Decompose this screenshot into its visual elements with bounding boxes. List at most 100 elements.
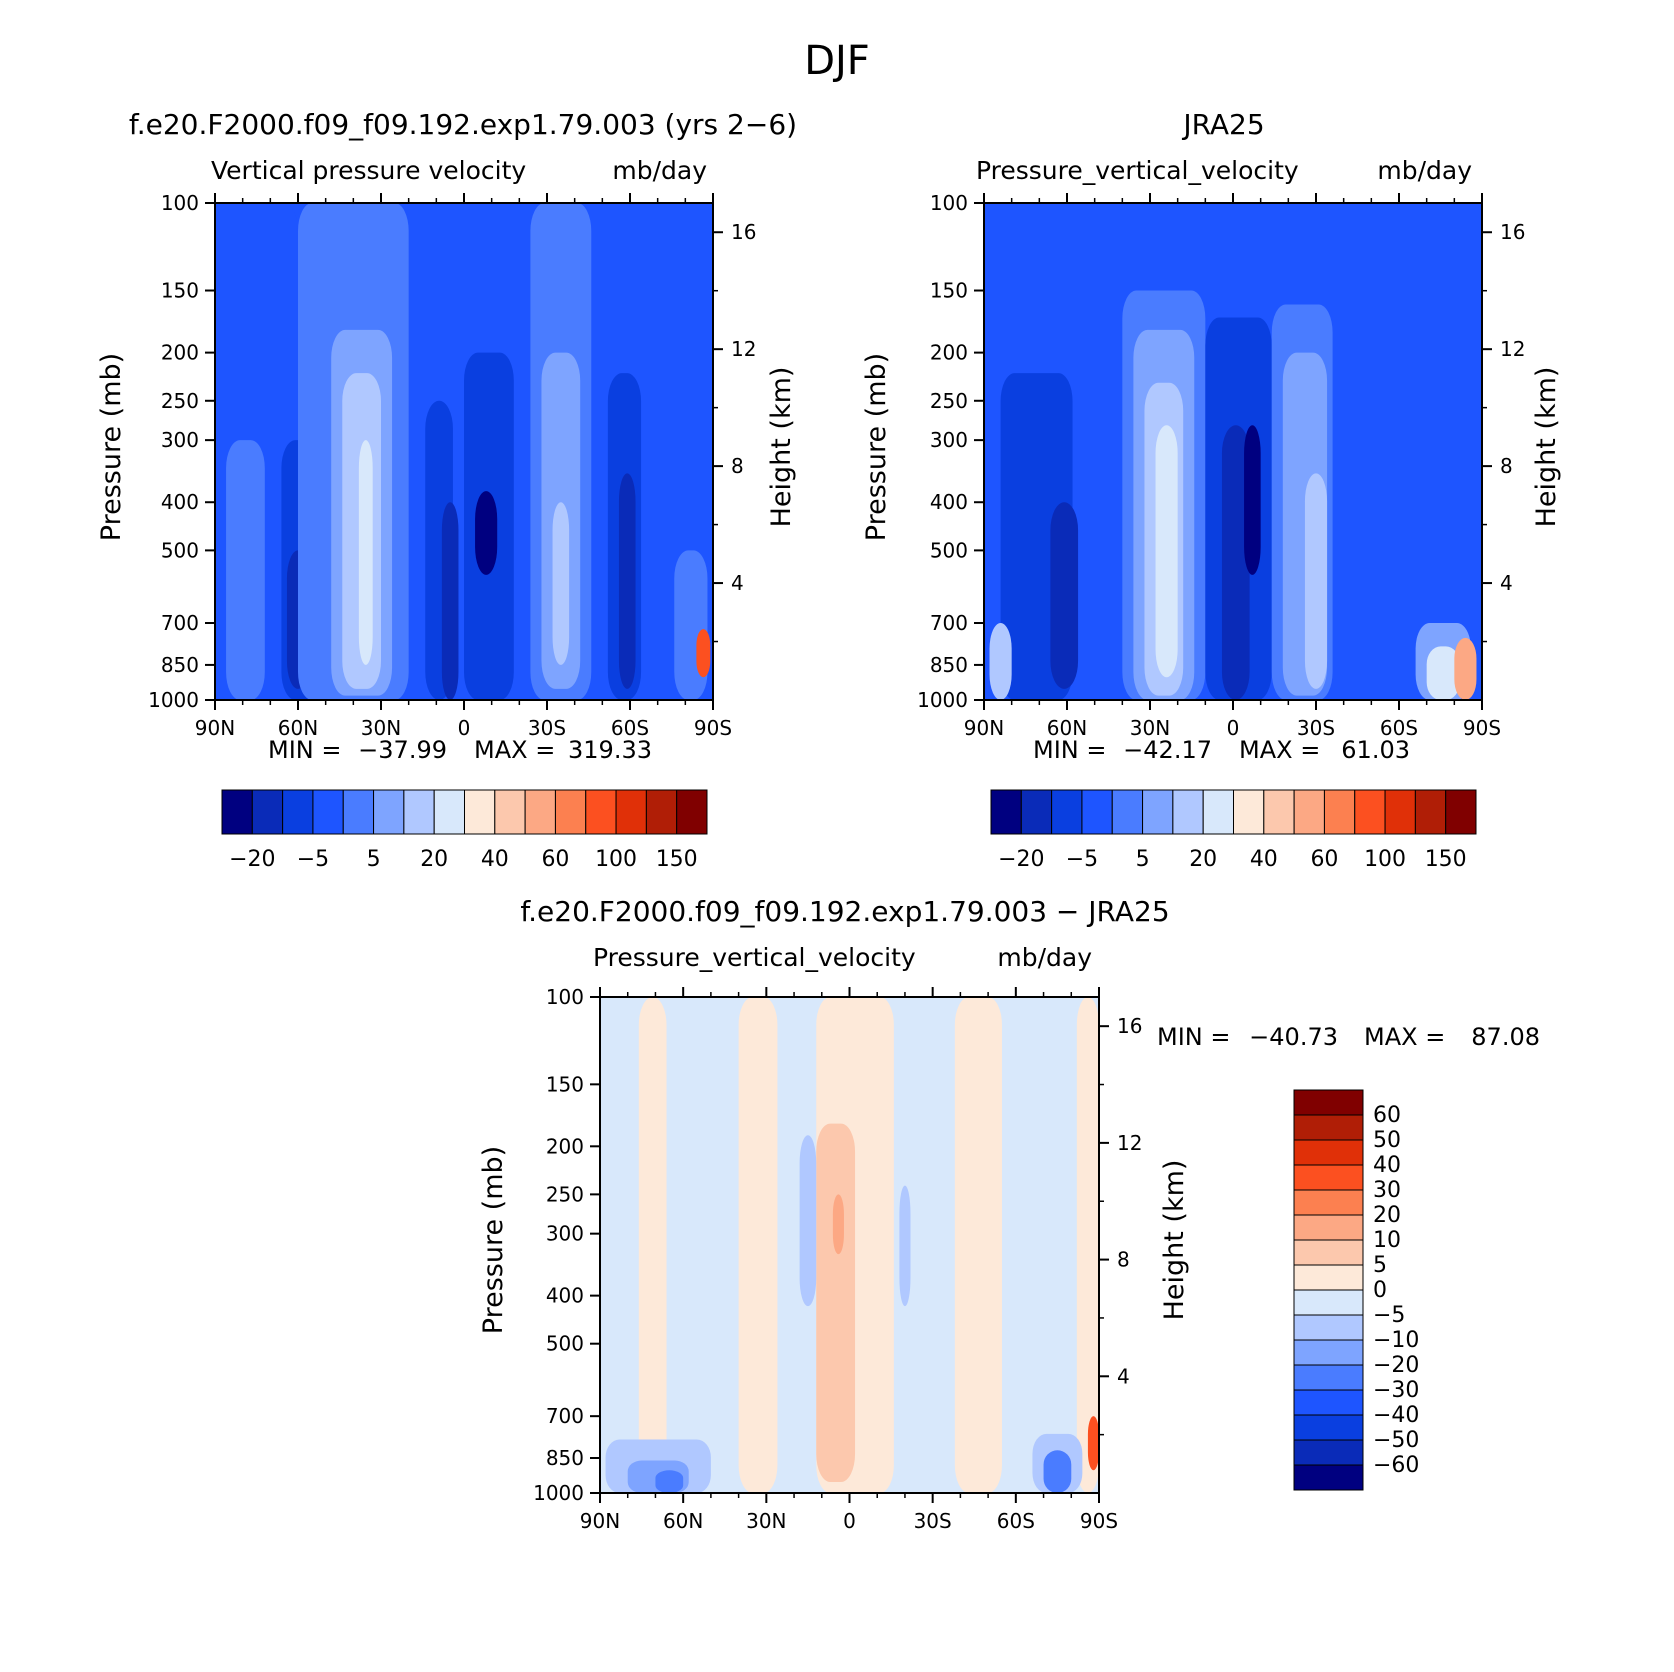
height-tick-label-2: 8	[1117, 1248, 1130, 1272]
x-tick-label-0: 90N	[195, 716, 235, 740]
colorbar-box-15	[676, 789, 708, 835]
colorbar-label-14: −60	[1373, 1453, 1419, 1478]
colorbar-box-10	[1293, 1339, 1364, 1366]
y-tick-label-5: 400	[546, 1284, 584, 1308]
x-tick-label-5: 60S	[1380, 716, 1418, 740]
colorbar-box-1	[251, 789, 284, 835]
colorbar-box-7	[1202, 789, 1234, 835]
y-tick-label-2: 200	[930, 341, 968, 365]
colorbar-box-13	[1293, 1414, 1364, 1441]
panel-diff: f.e20.F2000.f09_f09.192.exp1.79.003 − JR…	[478, 895, 1540, 1533]
contour-band-14	[552, 502, 570, 665]
panel-model-plot: 100 150 200 250 300 400 500 700 850 1000 90N 60N 30N…	[148, 191, 756, 740]
colorbar-box-10	[1293, 789, 1325, 835]
y-tick-label-7: 700	[161, 611, 199, 635]
y-tick-label-5: 400	[161, 490, 199, 514]
x-tick-label-3: 0	[1227, 716, 1240, 740]
contour-band-13	[1043, 1450, 1072, 1493]
contour-band-5	[899, 1185, 911, 1307]
panel-obs-ylabel-right: Height (km)	[1531, 367, 1562, 528]
colorbar-label-6: 100	[1364, 847, 1406, 872]
height-tick-label-0: 16	[1117, 1014, 1142, 1038]
colorbar-label-6: 5	[1373, 1253, 1387, 1278]
y-tick-label-8: 850	[161, 653, 199, 677]
colorbar-box-5	[1142, 789, 1174, 835]
colorbar-box-9	[1263, 789, 1295, 835]
contour-band-11	[475, 491, 498, 575]
colorbar-box-14	[645, 789, 678, 835]
height-tick-label-3: 4	[1117, 1364, 1130, 1388]
colorbar-label-9: −10	[1373, 1328, 1419, 1353]
contour-band-16	[618, 473, 636, 689]
contour-band-8	[1076, 997, 1099, 1493]
x-tick-label-6: 90S	[694, 716, 732, 740]
y-tick-label-3: 250	[161, 389, 199, 413]
y-tick-label-2: 200	[546, 1134, 584, 1158]
contour-band-1	[226, 440, 265, 700]
colorbar-label-2: 5	[367, 847, 381, 872]
panel-obs-max-label: MAX =	[1239, 736, 1320, 764]
colorbar-box-4	[342, 789, 375, 835]
panel-model-ylabel-right: Height (km)	[766, 367, 797, 528]
colorbar-box-9	[1293, 1314, 1364, 1341]
panel-diff-ylabel: Pressure (mb)	[478, 1146, 509, 1334]
x-tick-label-0: 90N	[964, 716, 1004, 740]
x-tick-label-0: 90N	[580, 1509, 620, 1533]
contour-band-6	[799, 1135, 817, 1307]
contour-band-9	[441, 502, 459, 700]
panel-model-subtitle-left: Vertical pressure velocity	[211, 156, 526, 185]
x-tick-label-5: 60S	[611, 716, 649, 740]
contour-band-3	[816, 1123, 856, 1482]
x-tick-label-6: 90S	[1463, 716, 1501, 740]
contour-band-12	[1304, 473, 1328, 689]
colorbar-label-4: 40	[481, 847, 509, 872]
panel-obs-plot: 100 150 200 250 300 400 500 700 850 1000 90N 60N 30N…	[917, 191, 1525, 740]
panel-obs-subtitle-left: Pressure_vertical_velocity	[976, 156, 1299, 185]
colorbar-box-13	[1384, 789, 1416, 835]
colorbar-label-2: 5	[1136, 847, 1150, 872]
height-tick-label-0: 16	[1500, 220, 1525, 244]
colorbar-box-5	[373, 789, 405, 835]
x-tick-label-4: 30S	[528, 716, 566, 740]
contour-band-15	[1454, 637, 1477, 700]
panel-obs-colorbar: −20 −5 5 20 40 60 100 150	[990, 789, 1477, 872]
panel-diff-stats: MIN = −40.73 MAX = 87.08	[1157, 1023, 1540, 1051]
colorbar-box-9	[494, 789, 526, 835]
colorbar-box-6	[1172, 789, 1204, 835]
colorbar-label-4: 20	[1373, 1203, 1401, 1228]
colorbar-label-6: 100	[595, 847, 637, 872]
y-tick-label-6: 500	[161, 538, 199, 562]
colorbar-label-1: 50	[1373, 1128, 1401, 1153]
y-tick-label-0: 100	[930, 191, 968, 215]
contour-band-18	[696, 629, 711, 678]
height-tick-label-3: 4	[731, 571, 744, 595]
panel-obs-min-label: MIN =	[1033, 736, 1106, 764]
height-tick-label-2: 8	[1500, 454, 1513, 478]
colorbar-box-12	[585, 789, 617, 835]
colorbar-box-3	[1081, 789, 1113, 835]
panel-obs-subtitle-right: mb/day	[1377, 156, 1472, 185]
colorbar-label-1: −5	[297, 847, 329, 872]
y-tick-label-1: 150	[546, 1072, 584, 1096]
contour-band-1	[738, 997, 778, 1493]
height-tick-label-1: 12	[1117, 1131, 1142, 1155]
y-tick-label-3: 250	[546, 1182, 584, 1206]
contour-band-14	[1087, 1416, 1099, 1471]
y-tick-label-8: 850	[546, 1446, 584, 1470]
panel-diff-subtitle-left: Pressure_vertical_velocity	[593, 943, 916, 972]
panel-diff-title: f.e20.F2000.f09_f09.192.exp1.79.003 − JR…	[520, 895, 1169, 928]
contour-band-2	[989, 623, 1012, 700]
y-tick-label-4: 300	[930, 428, 968, 452]
colorbar-label-11: −30	[1373, 1378, 1419, 1403]
y-tick-label-9: 1000	[148, 688, 199, 712]
panel-diff-min-value: −40.73	[1249, 1023, 1338, 1051]
colorbar-box-8	[464, 789, 496, 835]
colorbar-box-11	[1293, 1364, 1364, 1391]
contour-band-9	[1244, 425, 1261, 575]
panel-obs-ylabel: Pressure (mb)	[861, 353, 892, 541]
y-tick-label-8: 850	[930, 653, 968, 677]
panel-diff-ylabel-right: Height (km)	[1159, 1160, 1190, 1321]
height-tick-label-0: 16	[731, 220, 756, 244]
contour-band-0	[638, 997, 667, 1493]
contour-band-14	[1426, 646, 1460, 700]
